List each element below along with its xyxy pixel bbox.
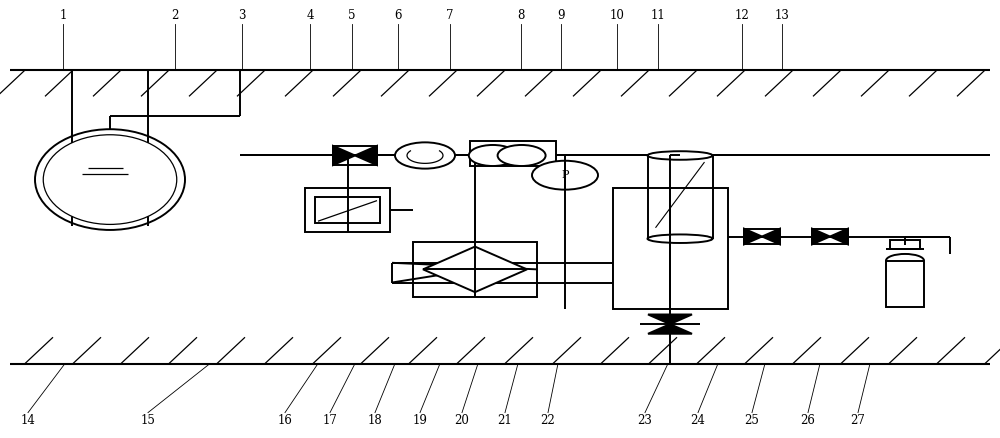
Text: 26: 26 (801, 414, 815, 427)
Bar (305, 188, 390, 232)
Text: 6: 6 (394, 9, 402, 22)
Ellipse shape (35, 129, 185, 230)
Text: 13: 13 (775, 9, 789, 22)
Circle shape (469, 145, 517, 166)
Polygon shape (355, 146, 377, 165)
Text: P: P (561, 170, 569, 180)
Polygon shape (762, 229, 780, 244)
Polygon shape (744, 229, 762, 244)
Text: 23: 23 (638, 414, 652, 427)
Text: 9: 9 (557, 9, 565, 22)
Bar (333, 146, 377, 165)
Circle shape (498, 145, 546, 166)
Circle shape (532, 161, 598, 190)
Bar (470, 141, 556, 166)
Text: 20: 20 (455, 414, 469, 427)
Bar (613, 188, 728, 309)
Text: 7: 7 (446, 9, 454, 22)
Ellipse shape (43, 135, 177, 224)
Text: 17: 17 (323, 414, 337, 427)
Ellipse shape (648, 234, 712, 243)
Text: 21: 21 (498, 414, 512, 427)
Polygon shape (648, 314, 692, 324)
Bar (315, 197, 380, 223)
Text: 11: 11 (651, 9, 665, 22)
Bar (812, 229, 848, 244)
Bar (744, 229, 780, 244)
Text: 15: 15 (141, 414, 155, 427)
Text: 25: 25 (745, 414, 759, 427)
Bar (886, 261, 924, 307)
Text: 19: 19 (413, 414, 427, 427)
Text: 27: 27 (851, 414, 865, 427)
Text: 1: 1 (59, 9, 67, 22)
Text: 3: 3 (238, 9, 246, 22)
Polygon shape (423, 247, 527, 292)
Text: 16: 16 (278, 414, 292, 427)
Polygon shape (648, 324, 692, 334)
Polygon shape (333, 146, 355, 165)
Text: 2: 2 (171, 9, 179, 22)
Text: 18: 18 (368, 414, 382, 427)
Polygon shape (830, 229, 848, 244)
Text: 8: 8 (517, 9, 525, 22)
Text: 22: 22 (541, 414, 555, 427)
Text: 4: 4 (306, 9, 314, 22)
Text: 12: 12 (735, 9, 749, 22)
Text: 14: 14 (21, 414, 35, 427)
Text: 10: 10 (610, 9, 624, 22)
Bar (890, 240, 920, 249)
Bar (413, 242, 537, 297)
Circle shape (395, 142, 455, 169)
Ellipse shape (648, 151, 712, 160)
Polygon shape (812, 229, 830, 244)
Text: 24: 24 (691, 414, 705, 427)
Text: 5: 5 (348, 9, 356, 22)
